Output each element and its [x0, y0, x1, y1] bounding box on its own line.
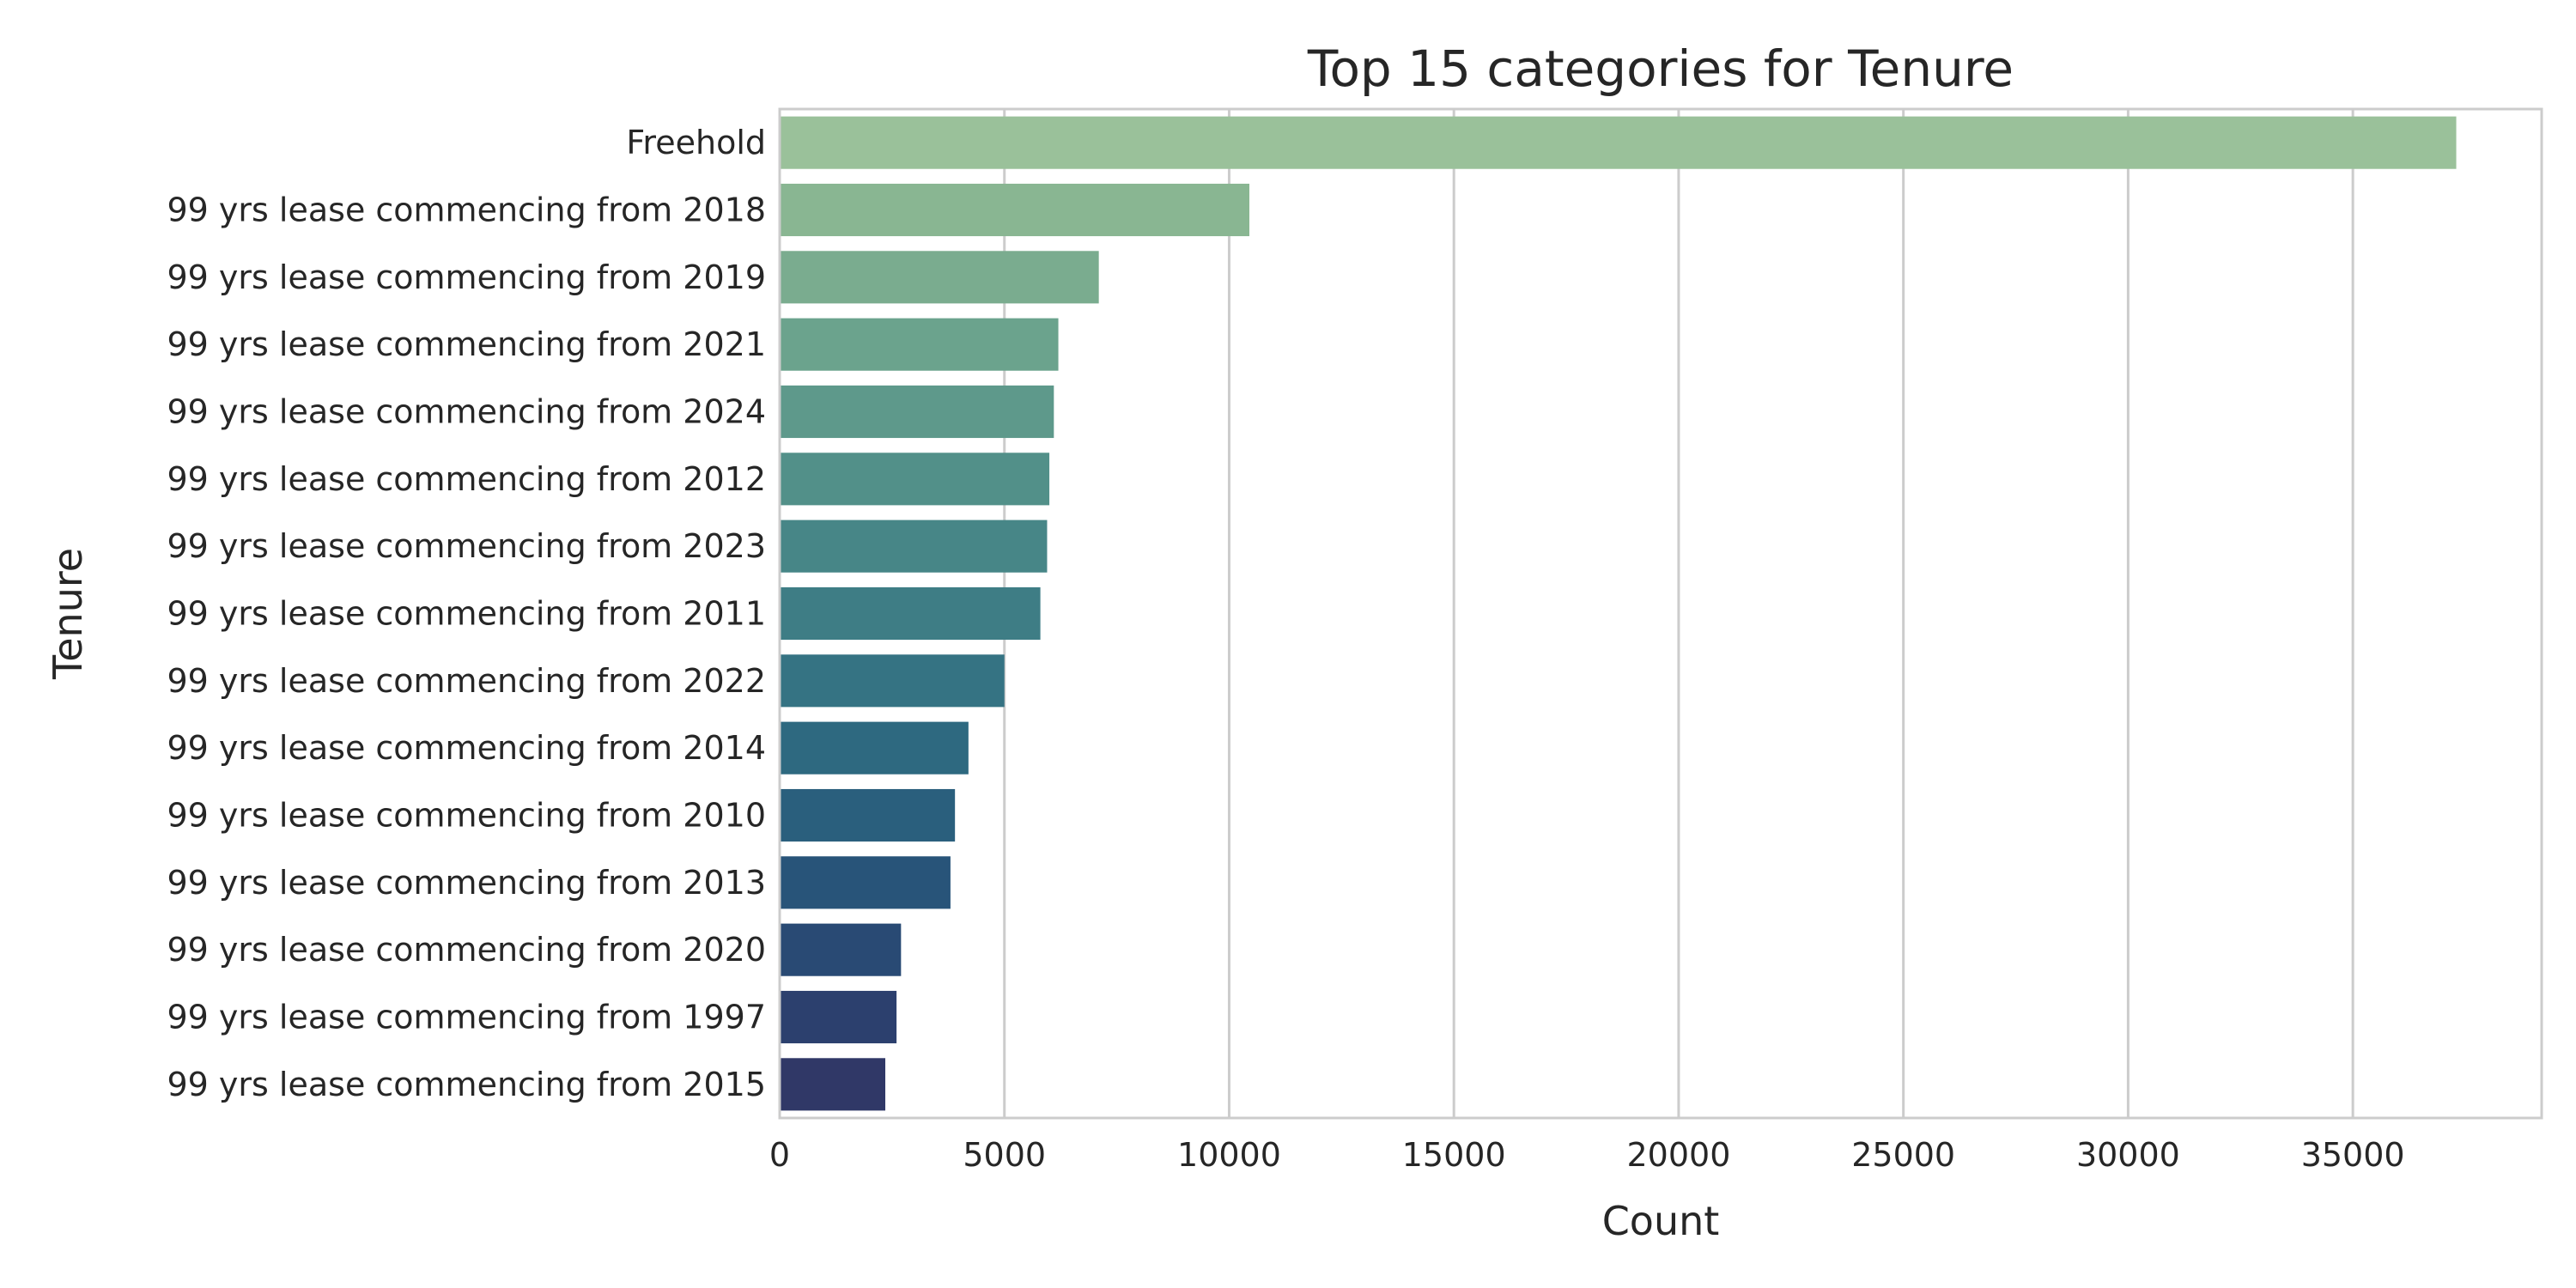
y-tick-label: 99 yrs lease commencing from 2024: [167, 393, 767, 431]
bar: [780, 1058, 886, 1111]
x-tick-label: 10000: [1177, 1136, 1281, 1174]
y-axis-label: Tenure: [45, 548, 91, 680]
y-tick-label: 99 yrs lease commencing from 2021: [167, 325, 767, 363]
x-tick-label: 0: [769, 1136, 790, 1174]
bar: [780, 856, 951, 909]
y-tick-label: 99 yrs lease commencing from 1997: [167, 999, 767, 1036]
bar: [780, 116, 2457, 169]
y-tick-label: 99 yrs lease commencing from 2015: [167, 1066, 767, 1103]
y-tick-labels: Freehold 99 yrs lease commencing from 201…: [167, 124, 767, 1103]
x-tick-labels: 0 5000 10000 15000 20000 25000 30000 35000: [769, 1136, 2405, 1174]
bar: [780, 385, 1054, 439]
y-tick-label: 99 yrs lease commencing from 2023: [167, 527, 767, 565]
y-tick-label: 99 yrs lease commencing from 2010: [167, 797, 767, 835]
y-tick-label: 99 yrs lease commencing from 2018: [167, 191, 767, 229]
y-tick-label: 99 yrs lease commencing from 2011: [167, 595, 767, 633]
y-tick-label: 99 yrs lease commencing from 2020: [167, 931, 767, 969]
bar: [780, 788, 956, 842]
y-tick-label: 99 yrs lease commencing from 2013: [167, 864, 767, 902]
bar: [780, 251, 1099, 304]
y-tick-label: 99 yrs lease commencing from 2014: [167, 729, 767, 767]
y-tick-label: 99 yrs lease commencing from 2022: [167, 662, 767, 700]
bar: [780, 318, 1059, 371]
y-tick-label: 99 yrs lease commencing from 2019: [167, 258, 767, 296]
bar: [780, 519, 1048, 573]
bar: [780, 990, 897, 1044]
bars: [780, 116, 2457, 1111]
bar: [780, 586, 1041, 641]
y-tick-label: 99 yrs lease commencing from 2012: [167, 460, 767, 498]
bar: [780, 654, 1005, 708]
bar: [780, 923, 902, 976]
y-tick-label: Freehold: [626, 124, 766, 161]
x-tick-label: 20000: [1626, 1136, 1730, 1174]
bar: [780, 453, 1050, 506]
bar: [780, 183, 1250, 237]
chart-title: Top 15 categories for Tenure: [1307, 39, 2014, 98]
plot-frame: [778, 107, 2543, 1120]
x-tick-label: 15000: [1402, 1136, 1506, 1174]
x-tick-label: 30000: [2076, 1136, 2180, 1174]
x-axis-label: Count: [1602, 1198, 1720, 1244]
x-tick-label: 5000: [963, 1136, 1046, 1174]
bar: [780, 721, 969, 775]
x-tick-label: 35000: [2301, 1136, 2405, 1174]
x-tick-label: 25000: [1851, 1136, 1955, 1174]
